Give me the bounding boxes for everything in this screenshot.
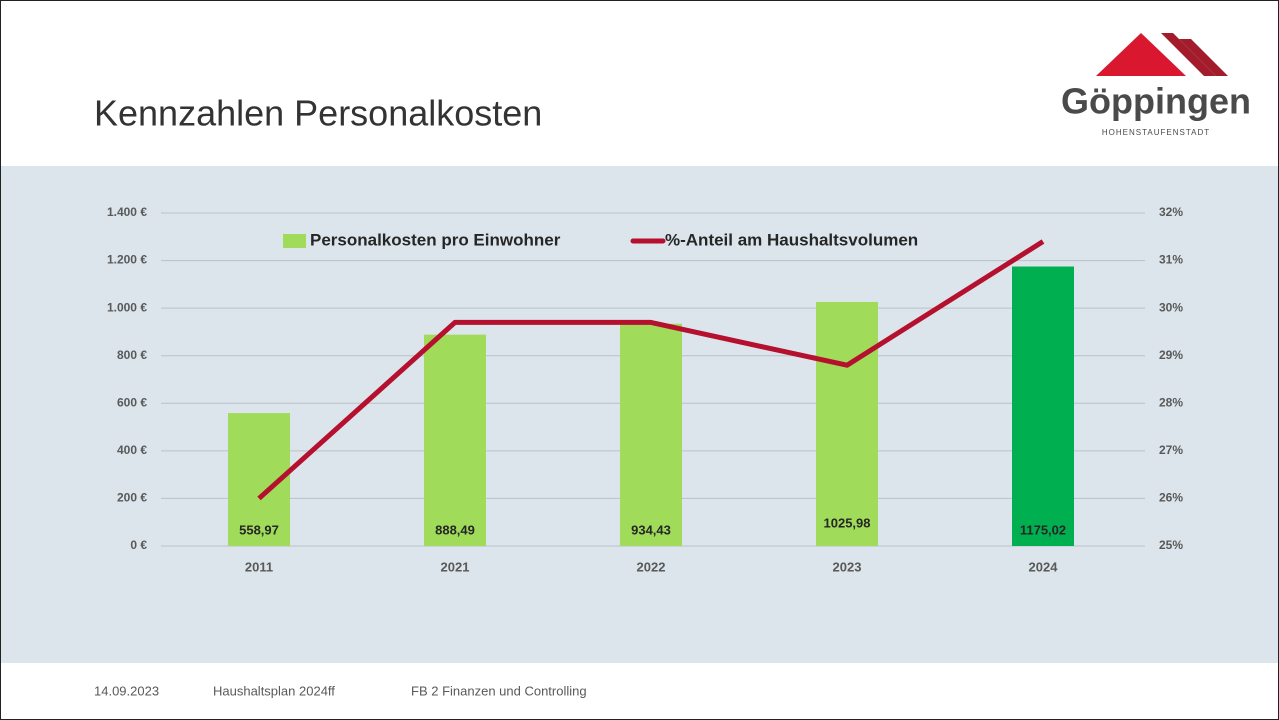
logo-triangle	[1096, 33, 1186, 76]
value-label: 1175,02	[1020, 522, 1066, 537]
bar	[620, 323, 682, 546]
logo: Göppingen HOHENSTAUFENSTADT	[1061, 33, 1251, 137]
y2-tick-label: 28%	[1159, 395, 1183, 409]
y-tick-label: 0 €	[130, 538, 147, 552]
footer-department: FB 2 Finanzen und Controlling	[411, 683, 587, 698]
x-tick-label: 2023	[833, 559, 862, 574]
y-tick-label: 1.400 €	[107, 205, 147, 219]
bar	[1012, 266, 1074, 546]
line	[257, 239, 1045, 501]
x-tick-label: 2021	[441, 559, 470, 574]
y-tick-label: 1.200 €	[107, 253, 147, 267]
footer-date: 14.09.2023	[94, 683, 159, 698]
plot: 0 € 200 € 400 € 600 € 800 € 1.000 € 1.200 € 1.4…	[107, 205, 1183, 574]
slide-title: Kennzahlen Personalkosten	[94, 93, 542, 134]
bar	[424, 334, 486, 546]
legend-swatch	[283, 234, 306, 248]
footer-title: Haushaltsplan 2024ff	[213, 683, 335, 698]
value-label: 558,97	[239, 522, 279, 537]
y-tick-label: 200 €	[117, 491, 147, 505]
y-tick-label: 800 €	[117, 348, 147, 362]
y2-tick-label: 32%	[1159, 205, 1183, 219]
y2-tick-label: 30%	[1159, 300, 1183, 314]
y2-tick-label: 27%	[1159, 443, 1183, 457]
y2-tick-label: 29%	[1159, 348, 1183, 362]
y-tick-label: 600 €	[117, 395, 147, 409]
y-tick-label: 400 €	[117, 443, 147, 457]
logo-stripe	[1179, 39, 1228, 76]
x-tick-label: 2024	[1029, 559, 1059, 574]
legend-label: %-Anteil am Haushaltsvolumen	[665, 230, 918, 249]
y2-tick-label: 25%	[1159, 538, 1183, 552]
y2-tick-label: 26%	[1159, 491, 1183, 505]
x-tick-label: 2011	[245, 559, 273, 574]
logo-subtitle: HOHENSTAUFENSTADT	[1102, 128, 1210, 137]
logo-name: Göppingen	[1061, 81, 1251, 122]
bar	[816, 301, 878, 546]
x-tick-label: 2022	[637, 559, 666, 574]
y-tick-label: 1.000 €	[107, 300, 147, 314]
value-label: 1025,98	[824, 515, 871, 530]
value-label: 934,43	[631, 522, 671, 537]
legend-label: Personalkosten pro Einwohner	[310, 230, 561, 249]
logo-stripe	[1161, 33, 1216, 76]
value-label: 888,49	[435, 522, 475, 537]
y2-tick-label: 31%	[1159, 253, 1183, 267]
